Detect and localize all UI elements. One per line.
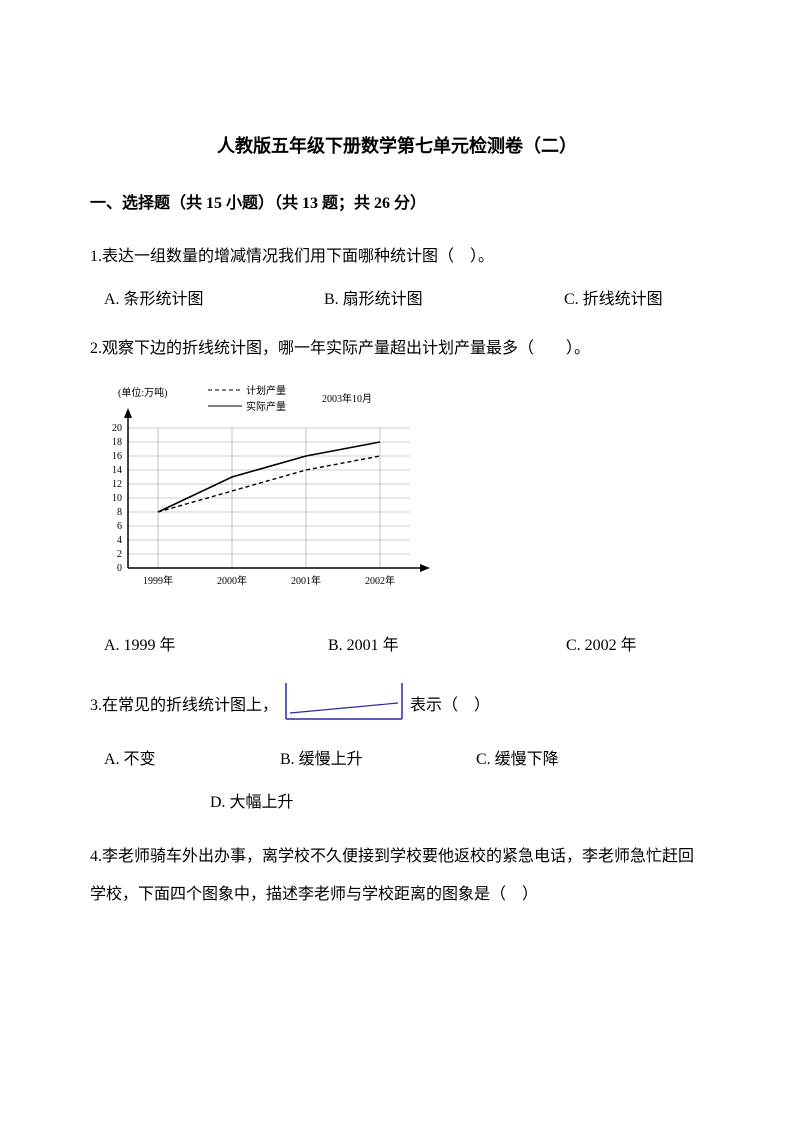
q3-opt-d: D. 大幅上升 xyxy=(210,794,294,811)
svg-text:4: 4 xyxy=(117,535,122,546)
page-title: 人教版五年级下册数学第七单元检测卷（二） xyxy=(90,130,704,162)
q3-post: 表示（ ） xyxy=(410,692,490,721)
question-2: 2.观察下边的折线统计图，哪一年实际产量超出计划产量最多（ ）。 (单位:万吨)… xyxy=(90,335,704,661)
q2-options: A. 1999 年 B. 2001 年 C. 2002 年 xyxy=(90,632,704,661)
svg-text:0: 0 xyxy=(117,563,122,574)
q1-opt-b: B. 扇形统计图 xyxy=(324,286,564,315)
svg-text:6: 6 xyxy=(117,521,122,532)
svg-text:1999年: 1999年 xyxy=(143,574,173,587)
q1-text: 1.表达一组数量的增减情况我们用下面哪种统计图（ ）。 xyxy=(90,243,704,272)
svg-text:20: 20 xyxy=(112,423,122,434)
svg-text:16: 16 xyxy=(112,451,122,462)
q2-opt-b: B. 2001 年 xyxy=(328,632,566,661)
svg-text:18: 18 xyxy=(112,437,122,448)
line-chart-icon: (单位:万吨) 计划产量实际产量 2003年10月 0 2 4 6 8 10 12 14 16 18 20… xyxy=(90,378,430,608)
q1-opt-a: A. 条形统计图 xyxy=(104,286,324,315)
q3-opt-a: A. 不变 xyxy=(104,746,280,775)
q3-pre: 3.在常见的折线统计图上， xyxy=(90,692,278,721)
q1-options: A. 条形统计图 B. 扇形统计图 C. 折线统计图 xyxy=(90,286,704,315)
svg-text:2001年: 2001年 xyxy=(291,574,321,587)
svg-text:计划产量: 计划产量 xyxy=(246,384,286,397)
svg-text:2: 2 xyxy=(117,549,122,560)
trend-icon xyxy=(284,681,404,721)
question-3: 3.在常见的折线统计图上， 表示（ ） A. 不变 B. 缓慢上升 C. 缓慢下… xyxy=(90,681,704,817)
svg-text:10: 10 xyxy=(112,493,122,504)
q2-chart: (单位:万吨) 计划产量实际产量 2003年10月 0 2 4 6 8 10 12 14 16 18 20… xyxy=(90,378,704,619)
svg-text:实际产量: 实际产量 xyxy=(246,400,286,413)
q1-opt-c: C. 折线统计图 xyxy=(564,286,663,315)
svg-text:2000年: 2000年 xyxy=(217,574,247,587)
q3-opt-c: C. 缓慢下降 xyxy=(476,746,559,775)
q3-mini-chart xyxy=(284,681,404,732)
svg-text:2002年: 2002年 xyxy=(365,574,395,587)
svg-text:8: 8 xyxy=(117,507,122,518)
question-1: 1.表达一组数量的增减情况我们用下面哪种统计图（ ）。 A. 条形统计图 B. … xyxy=(90,243,704,315)
section-header: 一、选择题（共 15 小题）（共 13 题；共 26 分） xyxy=(90,190,704,219)
q3-opt-b: B. 缓慢上升 xyxy=(280,746,476,775)
svg-text:12: 12 xyxy=(112,479,122,490)
svg-text:14: 14 xyxy=(112,465,122,476)
q3-options: A. 不变 B. 缓慢上升 C. 缓慢下降 xyxy=(90,746,704,775)
q2-text: 2.观察下边的折线统计图，哪一年实际产量超出计划产量最多（ ）。 xyxy=(90,335,704,364)
question-4: 4.李老师骑车外出办事，离学校不久便接到学校要他返校的紧急电话，李老师急忙赶回学… xyxy=(90,838,704,915)
q2-opt-a: A. 1999 年 xyxy=(104,632,328,661)
svg-text:2003年10月: 2003年10月 xyxy=(322,392,372,405)
svg-text:(单位:万吨): (单位:万吨) xyxy=(118,386,167,399)
q2-opt-c: C. 2002 年 xyxy=(566,632,637,661)
q4-text: 4.李老师骑车外出办事，离学校不久便接到学校要他返校的紧急电话，李老师急忙赶回学… xyxy=(90,838,704,915)
